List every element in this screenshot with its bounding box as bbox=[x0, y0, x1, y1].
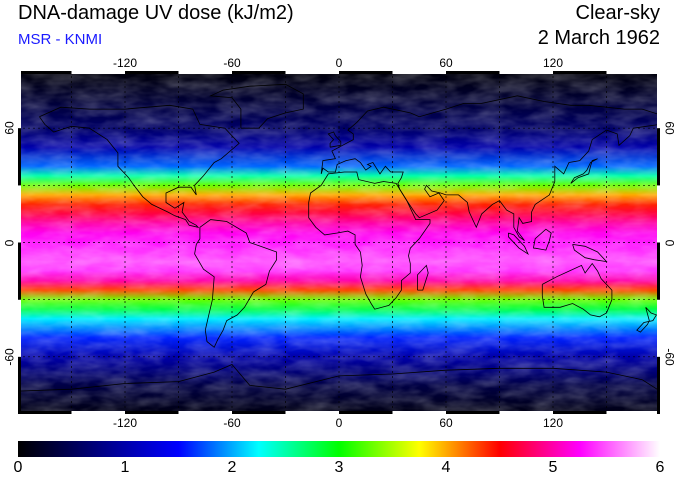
lat-lon-grid bbox=[18, 71, 660, 414]
border-tick-bottom bbox=[499, 411, 553, 414]
border-tick-top bbox=[178, 71, 232, 74]
border-tick-top bbox=[232, 71, 286, 74]
border-tick-top bbox=[125, 71, 179, 74]
map-border-ticks bbox=[18, 71, 660, 414]
africa-outline bbox=[308, 171, 431, 310]
lat-label-right-3: -60 bbox=[662, 348, 677, 366]
border-tick-top bbox=[285, 71, 339, 74]
colorbar-label-4: 4 bbox=[441, 459, 451, 476]
border-tick-bottom bbox=[232, 411, 286, 414]
border-tick-bottom bbox=[178, 411, 232, 414]
border-tick-bottom bbox=[71, 411, 125, 414]
continent-outlines bbox=[18, 83, 660, 392]
australia-outline bbox=[541, 262, 613, 318]
border-tick-left bbox=[18, 128, 21, 186]
south-america-outline bbox=[194, 219, 278, 348]
lon-label-top-3: 0 bbox=[335, 56, 343, 70]
new-guinea-outline bbox=[572, 244, 608, 263]
lon-label-top-1: -120 bbox=[112, 56, 138, 70]
map-date-label: 2 March 1962 bbox=[537, 27, 660, 49]
border-tick-bottom bbox=[606, 411, 660, 414]
border-tick-bottom bbox=[18, 411, 72, 414]
colorbar-label-1: 1 bbox=[120, 459, 130, 476]
border-tick-bottom bbox=[392, 411, 446, 414]
colorbar-label-3: 3 bbox=[334, 459, 344, 476]
colorbar-label-5: 5 bbox=[548, 459, 558, 476]
antarctica-coast bbox=[18, 364, 660, 392]
uk-outline bbox=[327, 131, 342, 148]
japan-outline bbox=[570, 158, 598, 184]
madagascar-outline bbox=[417, 264, 429, 291]
north-america-outline bbox=[39, 104, 240, 228]
border-tick-right bbox=[657, 185, 660, 243]
europe-asia-outline bbox=[320, 95, 660, 241]
sumatra-outline bbox=[507, 232, 529, 255]
border-tick-bottom bbox=[125, 411, 179, 414]
lon-label-top-2: -60 bbox=[223, 56, 241, 70]
new-zealand-outline bbox=[636, 307, 657, 333]
sky-condition-label: Clear-sky bbox=[575, 2, 660, 24]
lon-label-top-4: 60 bbox=[439, 56, 453, 70]
lon-label-bottom-2: -60 bbox=[223, 416, 241, 430]
border-tick-top bbox=[499, 71, 553, 74]
border-tick-top bbox=[446, 71, 500, 74]
border-tick-left bbox=[18, 71, 21, 129]
lon-label-top-5: 120 bbox=[542, 56, 564, 70]
lat-label-left-2: 0 bbox=[1, 239, 16, 246]
lat-label-right-1: 60 bbox=[662, 121, 677, 135]
border-tick-right bbox=[657, 242, 660, 300]
border-tick-right bbox=[657, 356, 660, 414]
lat-label-left-3: -60 bbox=[2, 348, 17, 366]
border-tick-bottom bbox=[339, 411, 393, 414]
border-tick-left bbox=[18, 242, 21, 300]
map-title: DNA-damage UV dose (kJ/m2) bbox=[18, 2, 294, 24]
border-tick-left bbox=[18, 356, 21, 414]
borneo-outline bbox=[533, 228, 552, 251]
border-tick-top bbox=[18, 71, 72, 74]
lon-label-bottom-1: -120 bbox=[112, 416, 138, 430]
lon-label-bottom-3: 0 bbox=[335, 416, 343, 430]
border-tick-top bbox=[392, 71, 446, 74]
map-source-label: MSR - KNMI bbox=[18, 31, 103, 48]
border-tick-right bbox=[657, 299, 660, 357]
border-tick-top bbox=[606, 71, 660, 74]
uv-dose-map bbox=[18, 71, 660, 414]
color-scale-bar bbox=[18, 441, 660, 457]
uv-dose-map-canvas bbox=[18, 71, 660, 414]
colorbar-label-2: 2 bbox=[227, 459, 237, 476]
lon-label-bottom-4: 60 bbox=[439, 416, 453, 430]
border-tick-left bbox=[18, 299, 21, 357]
border-tick-right bbox=[657, 71, 660, 129]
border-tick-bottom bbox=[446, 411, 500, 414]
border-tick-top bbox=[553, 71, 607, 74]
colorbar-label-6: 6 bbox=[655, 459, 665, 476]
lon-label-bottom-5: 120 bbox=[542, 416, 564, 430]
lat-label-left-1: 60 bbox=[2, 121, 17, 135]
border-tick-top bbox=[339, 71, 393, 74]
border-tick-left bbox=[18, 185, 21, 243]
lat-label-right-2: 0 bbox=[661, 239, 676, 246]
border-tick-bottom bbox=[285, 411, 339, 414]
border-tick-right bbox=[657, 128, 660, 186]
colorbar-label-0: 0 bbox=[13, 459, 23, 476]
border-tick-top bbox=[71, 71, 125, 74]
border-tick-bottom bbox=[553, 411, 607, 414]
